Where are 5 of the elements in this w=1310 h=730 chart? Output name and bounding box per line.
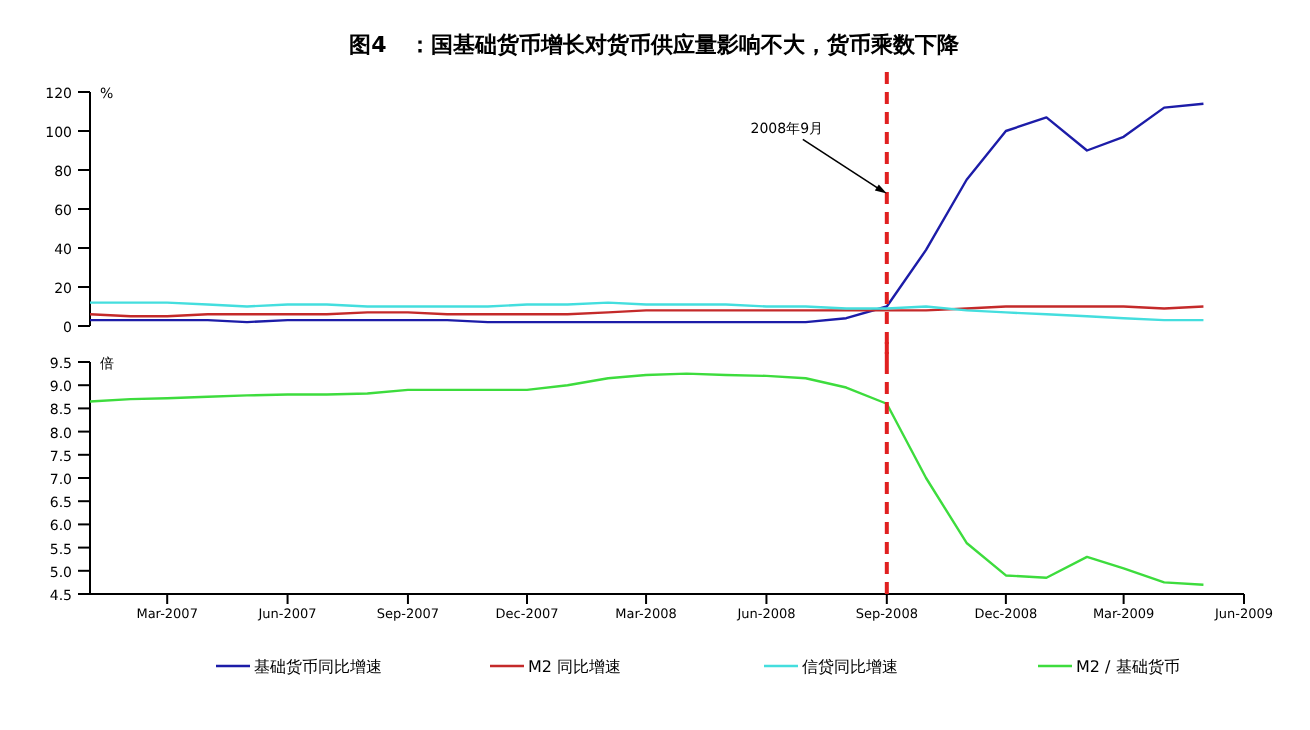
legend-label: 基础货币同比增速	[254, 658, 382, 676]
legend-label: 信贷同比增速	[802, 658, 898, 676]
legend-label: M2 同比增速	[528, 658, 622, 676]
chart-title: 图4 ：国基础货币增长对货币供应量影响不大，货币乘数下降	[349, 32, 961, 58]
legend-label: M2 / 基础货币	[1076, 658, 1180, 676]
